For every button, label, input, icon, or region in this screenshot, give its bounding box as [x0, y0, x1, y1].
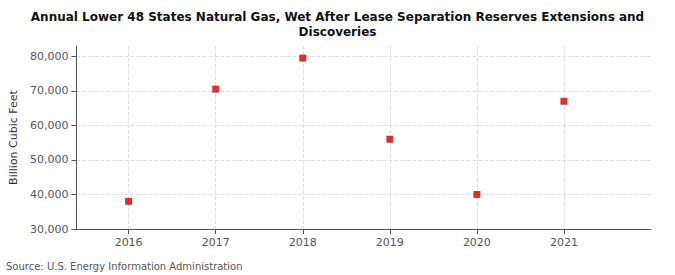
svg-text:30,000: 30,000 [30, 223, 69, 236]
svg-text:2020: 2020 [463, 236, 491, 249]
svg-text:Annual Lower 48 States Natural: Annual Lower 48 States Natural Gas, Wet … [31, 10, 644, 24]
svg-text:2021: 2021 [550, 236, 578, 249]
svg-text:Discoveries: Discoveries [299, 25, 377, 39]
svg-text:70,000: 70,000 [30, 84, 69, 97]
svg-text:50,000: 50,000 [30, 153, 69, 166]
svg-text:Billion Cubic Feet: Billion Cubic Feet [7, 89, 20, 184]
svg-text:2017: 2017 [202, 236, 230, 249]
svg-text:60,000: 60,000 [30, 119, 69, 132]
svg-text:80,000: 80,000 [30, 50, 69, 63]
svg-text:Source: U.S. Energy Informatio: Source: U.S. Energy Information Administ… [6, 261, 243, 272]
svg-text:2018: 2018 [289, 236, 317, 249]
svg-text:2016: 2016 [115, 236, 143, 249]
svg-text:40,000: 40,000 [30, 188, 69, 201]
svg-text:2019: 2019 [376, 236, 404, 249]
